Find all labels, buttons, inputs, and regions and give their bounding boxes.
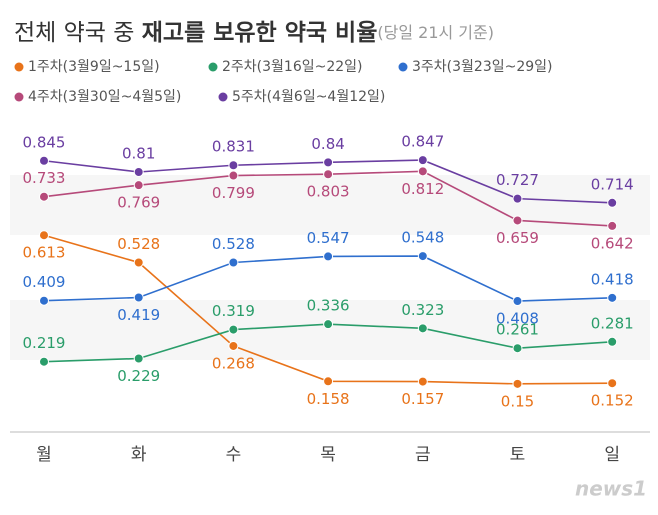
data-point xyxy=(133,166,144,177)
data-label: 0.727 xyxy=(496,171,539,189)
legend-label: 5주차(4월6일~4월12일) xyxy=(232,89,385,105)
data-label: 0.613 xyxy=(23,244,66,262)
x-tick-label: 수 xyxy=(226,445,242,465)
data-label: 0.847 xyxy=(401,133,444,151)
data-label: 0.812 xyxy=(401,180,444,198)
data-label: 0.84 xyxy=(311,135,344,153)
data-point xyxy=(417,251,428,262)
data-label: 0.419 xyxy=(117,306,160,324)
x-tick-label: 월 xyxy=(36,445,52,465)
x-tick-label: 일 xyxy=(604,445,620,465)
data-label: 0.319 xyxy=(212,302,255,320)
data-label: 0.547 xyxy=(307,229,350,247)
data-point xyxy=(323,319,334,330)
data-point xyxy=(512,296,523,307)
data-label: 0.15 xyxy=(501,392,534,410)
data-label: 0.336 xyxy=(307,297,350,315)
data-label: 0.548 xyxy=(401,229,444,247)
data-point xyxy=(39,356,49,367)
data-label: 0.769 xyxy=(117,194,160,212)
legend-label: 1주차(3월9일~15일) xyxy=(28,59,160,75)
legend-label: 3주차(3월23일~29일) xyxy=(412,59,553,75)
title-part: 전체 약국 중 xyxy=(14,20,134,46)
data-label: 0.528 xyxy=(212,235,255,253)
legend-marker xyxy=(14,92,24,102)
data-label: 0.418 xyxy=(591,270,634,288)
data-label: 0.733 xyxy=(23,169,66,187)
band xyxy=(10,300,650,360)
data-point xyxy=(417,376,428,387)
data-point xyxy=(607,220,618,231)
data-point xyxy=(228,340,239,351)
data-point xyxy=(39,295,49,306)
legend-marker xyxy=(218,92,228,102)
data-label: 0.152 xyxy=(591,392,634,410)
data-label: 0.158 xyxy=(307,390,350,408)
data-point xyxy=(512,215,523,226)
data-point xyxy=(323,157,334,168)
data-label: 0.408 xyxy=(496,310,539,328)
data-point xyxy=(228,257,239,268)
data-point xyxy=(512,378,523,389)
x-tick-label: 금 xyxy=(415,445,431,465)
data-point xyxy=(512,193,523,204)
data-label: 0.799 xyxy=(212,184,255,202)
data-point xyxy=(133,180,144,191)
data-label: 0.281 xyxy=(591,314,634,332)
data-point xyxy=(133,353,144,364)
data-label: 0.831 xyxy=(212,138,255,156)
legend-marker xyxy=(14,62,24,72)
data-label: 0.845 xyxy=(23,133,66,151)
legend-marker xyxy=(398,62,408,72)
band xyxy=(10,175,650,235)
watermark: news1 xyxy=(575,477,647,501)
x-tick-label: 목 xyxy=(320,445,336,465)
data-point xyxy=(228,170,239,181)
chart-title: 전체 약국 중 재고를 보유한 약국 비율(당일 21시 기준) xyxy=(14,20,494,46)
data-point xyxy=(607,336,618,347)
legend-marker xyxy=(208,62,218,72)
x-tick-label: 화 xyxy=(131,445,147,465)
data-label: 0.229 xyxy=(117,367,160,385)
data-label: 0.81 xyxy=(122,144,155,162)
subtitle: (당일 21시 기준) xyxy=(377,23,494,42)
data-label: 0.261 xyxy=(496,321,539,339)
data-point xyxy=(512,343,523,354)
legend-label: 4주차(3월30일~4월5일) xyxy=(28,89,181,105)
data-point xyxy=(607,292,618,303)
data-label: 0.157 xyxy=(401,390,444,408)
data-label: 0.803 xyxy=(307,183,350,201)
data-point xyxy=(133,257,144,268)
legend-label: 2주차(3월16일~22일) xyxy=(222,59,363,75)
data-point xyxy=(39,230,49,241)
data-point xyxy=(417,323,428,334)
data-label: 0.409 xyxy=(23,273,66,291)
data-point xyxy=(323,251,334,262)
x-tick-label: 토 xyxy=(510,445,526,465)
data-point xyxy=(228,324,239,335)
data-point xyxy=(607,378,618,389)
data-label: 0.714 xyxy=(591,175,634,193)
data-point xyxy=(39,191,49,202)
data-label: 0.659 xyxy=(496,229,539,247)
data-point xyxy=(323,376,334,387)
data-point xyxy=(133,292,144,303)
data-label: 0.528 xyxy=(117,235,160,253)
data-label: 0.219 xyxy=(23,334,66,352)
data-point xyxy=(607,197,618,208)
data-point xyxy=(323,169,334,180)
data-point xyxy=(39,155,49,166)
data-point xyxy=(417,166,428,177)
data-label: 0.642 xyxy=(591,234,634,252)
title-part: 재고를 보유한 약국 비율 xyxy=(142,20,378,46)
data-point xyxy=(228,160,239,171)
data-point xyxy=(417,155,428,166)
data-label: 0.268 xyxy=(212,354,255,372)
data-label: 0.323 xyxy=(401,301,444,319)
